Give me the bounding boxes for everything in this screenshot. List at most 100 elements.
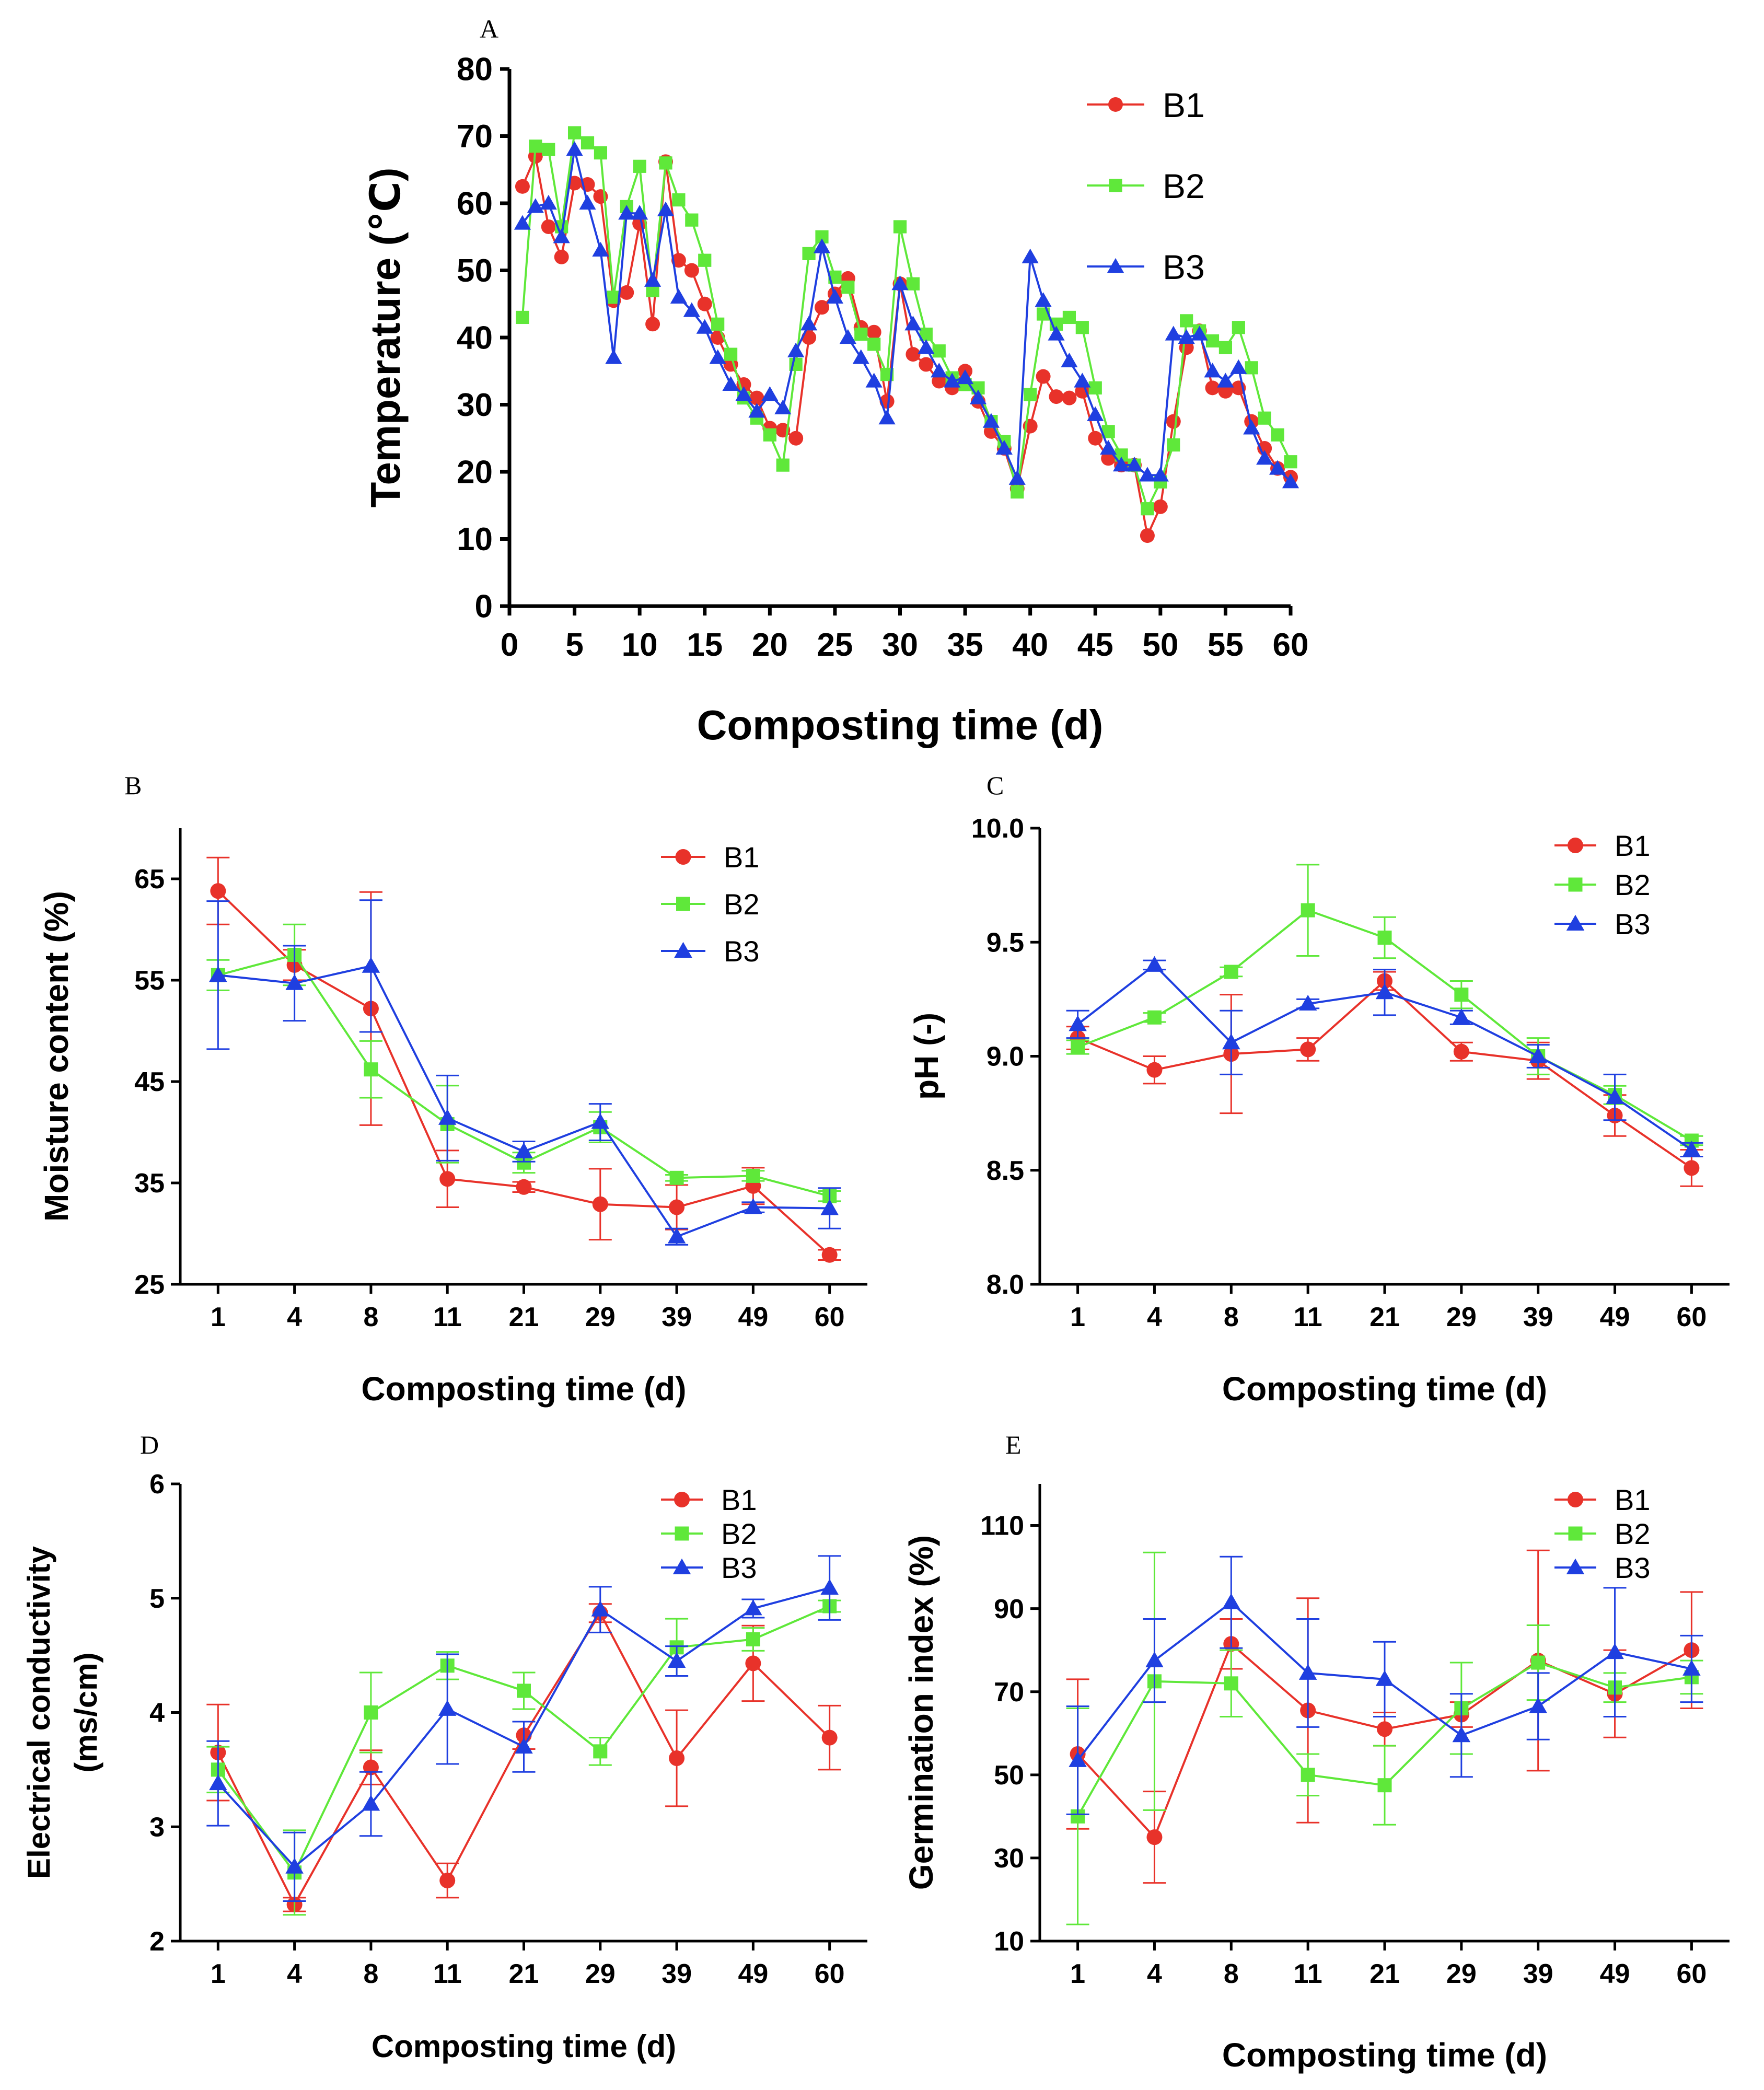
chart-e-x-tick-label: 4 [1147, 1959, 1162, 1989]
chart-a-point-b3 [579, 194, 596, 210]
chart-d-legend-label: B2 [721, 1517, 757, 1550]
chart-d-y-tick-label: 2 [149, 1926, 165, 1957]
chart-c-x-tick-label: 60 [1676, 1302, 1707, 1332]
chart-a-point-b3 [605, 349, 622, 364]
chart-b-point-b3 [209, 966, 227, 982]
chart-c-point-b3 [1682, 1141, 1701, 1157]
chart-a-point-b3 [852, 349, 869, 364]
chart-c-series-b2: B2 [1066, 864, 1703, 1148]
chart-a-point-b1 [1049, 389, 1064, 404]
chart-d-x-tick-label: 21 [509, 1959, 539, 1989]
panel-letter-e: E [1005, 1430, 1022, 1459]
chart-a-point-b3 [787, 342, 805, 357]
chart-a-point-b3 [1061, 352, 1078, 368]
chart-a-y-tick-label: 20 [457, 455, 493, 491]
chart-d-point-b1 [821, 1729, 838, 1746]
chart-d-legend-label: B1 [721, 1483, 757, 1516]
chart-a-point-b3 [592, 241, 609, 257]
chart-a-legend-marker [1107, 258, 1124, 273]
chart-a-point-b3 [540, 194, 557, 210]
chart-b-point-b2 [669, 1170, 684, 1185]
chart-a-point-b2 [633, 159, 646, 173]
chart-c-point-b3 [1452, 1008, 1471, 1025]
chart-a-point-b3 [1191, 326, 1208, 341]
chart-a-point-b1 [932, 374, 947, 389]
chart-a-point-b2 [763, 428, 776, 442]
chart-c-x-tick-label: 11 [1294, 1302, 1322, 1332]
chart-b: 25 35 45 55 65 1 4 8 11 21 29 39 49 60 Composting time… [38, 828, 867, 1408]
chart-c-x-axis-title: Composting time (d) [1222, 1370, 1547, 1408]
chart-a-point-b3 [644, 272, 662, 287]
chart-c-point-b2 [1224, 965, 1238, 979]
chart-c-y-tick-label: 8.5 [987, 1156, 1024, 1186]
chart-a-point-b2 [1180, 314, 1193, 328]
chart-a-x-axis-title: Composting time (d) [697, 702, 1104, 748]
chart-c-y-tick-label: 9.5 [987, 927, 1024, 958]
chart-c-series-b3: B3 [1066, 908, 1703, 1158]
chart-a-line-b1 [521, 155, 1292, 537]
chart-a-point-b3 [1230, 359, 1247, 374]
chart-a-point-b3 [995, 439, 1013, 455]
chart-d-point-b1 [439, 1873, 456, 1889]
chart-d-point-b3 [591, 1600, 610, 1617]
chart-d-point-b1 [669, 1750, 685, 1766]
chart-a-point-b1 [749, 390, 764, 405]
chart-a-legend-label: B2 [1163, 167, 1205, 205]
chart-e-point-b3 [1682, 1659, 1701, 1676]
chart-a-point-b3 [813, 238, 831, 253]
chart-e-y-tick-label: 70 [994, 1677, 1024, 1708]
chart-a-point-b2 [1258, 411, 1271, 425]
chart-e-point-b3 [1222, 1593, 1240, 1609]
chart-a-point-b1 [1088, 431, 1103, 446]
chart-a-point-b3 [1204, 363, 1221, 378]
chart-a-y-tick-label: 40 [457, 320, 493, 356]
chart-a-point-b3 [1125, 457, 1143, 472]
chart-b-legend-marker [675, 849, 691, 865]
chart-a-point-b2 [672, 193, 686, 207]
chart-c-x-tick-label: 29 [1446, 1302, 1477, 1332]
chart-d-series-b3: B3 [206, 1551, 841, 1902]
chart-c-x-tick-label: 39 [1523, 1302, 1553, 1332]
chart-d-legend-marker [672, 1558, 691, 1574]
chart-b-legend-label: B2 [724, 888, 760, 921]
chart-e-x-tick-label: 39 [1523, 1959, 1553, 1989]
chart-a-point-b1 [788, 431, 804, 446]
chart-b-point-b1 [592, 1196, 608, 1212]
chart-b-legend-label: B1 [724, 841, 760, 874]
chart-d-y-axis-title: Electrical conductivity (ms/cm) [21, 1546, 103, 1879]
chart-e-point-b2 [1531, 1655, 1546, 1670]
chart-a-point-b3 [826, 288, 844, 304]
chart-a-point-b1 [1140, 528, 1155, 543]
chart-a-point-b2 [1075, 321, 1089, 334]
chart-a-point-b3 [918, 339, 935, 354]
chart-b-x-tick-label: 4 [287, 1302, 302, 1332]
chart-a-point-b2 [529, 140, 542, 153]
panel-letter-d: D [140, 1430, 159, 1459]
chart-a-x-tick-label: 50 [1142, 627, 1178, 663]
chart-a-point-b2 [932, 344, 946, 358]
chart-c-x-tick-label: 8 [1224, 1302, 1239, 1332]
chart-e-point-b2 [1224, 1676, 1238, 1691]
chart-b-point-b2 [746, 1168, 760, 1183]
chart-c-legend-marker [1568, 838, 1583, 853]
chart-a-x-tick-label: 10 [622, 627, 658, 663]
chart-a-point-b2 [1205, 334, 1220, 348]
chart-e-point-b3 [1145, 1651, 1164, 1668]
chart-c-point-b2 [1454, 988, 1469, 1002]
chart-a-point-b1 [554, 249, 569, 264]
chart-a-point-b1 [815, 300, 829, 315]
chart-e-y-tick-label: 50 [994, 1760, 1024, 1791]
chart-a-point-b3 [1074, 373, 1091, 388]
chart-e-point-b3 [1452, 1726, 1471, 1743]
chart-a-point-b3 [956, 369, 974, 385]
chart-a-legend-label: B1 [1163, 86, 1205, 124]
chart-d-point-b3 [820, 1578, 839, 1595]
chart-a-y-tick-label: 0 [475, 589, 493, 625]
chart-a-point-b2 [698, 253, 712, 267]
chart-e-x-tick-label: 21 [1370, 1959, 1400, 1989]
chart-d-x-tick-label: 39 [662, 1959, 692, 1989]
chart-a-point-b1 [645, 317, 660, 332]
chart-c-point-b3 [1606, 1088, 1624, 1105]
chart-c-legend-marker [1568, 877, 1583, 892]
chart-a-point-b3 [1152, 467, 1169, 482]
